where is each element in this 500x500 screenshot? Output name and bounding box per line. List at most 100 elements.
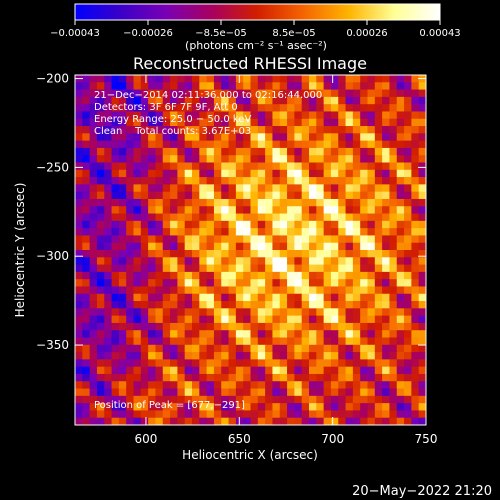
heatmap-cell [89, 140, 98, 149]
heatmap-cell [257, 111, 266, 120]
heatmap-cell [323, 250, 332, 258]
heatmap-cell [162, 308, 171, 317]
heatmap-cell [162, 410, 171, 419]
heatmap-cell [396, 373, 405, 382]
heatmap-cell [250, 286, 259, 295]
heatmap-cell [104, 410, 112, 419]
heatmap-cell [89, 250, 98, 258]
heatmap-cell [140, 337, 149, 346]
heatmap-cell [199, 133, 208, 142]
heatmap-cell [75, 104, 83, 112]
heatmap-cell [199, 169, 208, 178]
heatmap-cell [279, 147, 288, 156]
heatmap-cell [404, 198, 412, 207]
heatmap-cell [360, 96, 368, 105]
heatmap-cell [265, 293, 273, 302]
heatmap-cell [126, 359, 134, 368]
heatmap-cell [228, 315, 237, 324]
heatmap-cell [111, 337, 120, 346]
heatmap-cell [389, 366, 398, 375]
heatmap-cell [177, 381, 186, 389]
heatmap-cell [235, 206, 244, 214]
heatmap-cell [228, 198, 237, 207]
heatmap-cell [206, 279, 215, 287]
heatmap-cell [316, 308, 325, 317]
heatmap-cell [96, 344, 105, 353]
heatmap-cell [272, 75, 281, 83]
heatmap-cell [301, 271, 310, 280]
heatmap-cell [133, 133, 142, 142]
heatmap-cell [104, 169, 112, 178]
heatmap-cell [309, 82, 317, 90]
heatmap-cell [330, 271, 339, 280]
heatmap-cell [404, 271, 412, 280]
heatmap-cell [396, 417, 405, 425]
heatmap-cell [257, 388, 266, 397]
heatmap-cell [89, 352, 98, 360]
heatmap-cell [250, 177, 259, 185]
heatmap-cell [411, 330, 420, 338]
heatmap-cell [170, 228, 178, 236]
heatmap-cell [309, 301, 317, 309]
heatmap-cell [228, 191, 237, 200]
heatmap-cell [279, 250, 288, 258]
heatmap-cell [155, 344, 164, 353]
heatmap-cell [228, 242, 237, 251]
heatmap-cell [243, 315, 251, 324]
heatmap-cell [75, 177, 83, 185]
heatmap-cell [279, 213, 288, 222]
heatmap-cell [265, 89, 273, 98]
heatmap-cell [294, 191, 303, 200]
heatmap-cell [118, 352, 127, 360]
heatmap-cell [352, 191, 361, 200]
heatmap-cell [184, 126, 193, 134]
heatmap-cell [221, 250, 229, 258]
heatmap-cell [257, 301, 266, 309]
heatmap-cell [155, 228, 164, 236]
heatmap-cell [213, 337, 222, 346]
heatmap-cell [418, 140, 426, 149]
heatmap-cell [126, 140, 134, 149]
heatmap-cell [140, 381, 149, 389]
heatmap-cell [404, 301, 412, 309]
heatmap-cell [367, 286, 376, 295]
heatmap-cell [199, 147, 208, 156]
heatmap-cell [287, 250, 295, 258]
heatmap-cell [374, 213, 383, 222]
heatmap-cell [301, 410, 310, 419]
heatmap-cell [309, 286, 317, 295]
heatmap-cell [272, 344, 281, 353]
heatmap-cell [411, 286, 420, 295]
heatmap-cell [265, 366, 273, 375]
heatmap-cell [170, 366, 178, 375]
heatmap-cell [396, 169, 405, 178]
heatmap-cell [272, 359, 281, 368]
heatmap-cell [206, 155, 215, 163]
heatmap-cell [360, 220, 368, 229]
heatmap-cell [265, 147, 273, 156]
heatmap-cell [118, 184, 127, 193]
heatmap-cell [309, 388, 317, 397]
heatmap-cell [133, 169, 142, 178]
heatmap-cell [184, 228, 193, 236]
heatmap-cell [382, 184, 390, 193]
heatmap-cell [192, 381, 200, 389]
heatmap-cell [126, 104, 134, 112]
heatmap-cell [301, 75, 310, 83]
heatmap-cell [126, 162, 134, 171]
heatmap-cell [126, 417, 134, 425]
heatmap-cell [192, 198, 200, 207]
heatmap-cell [250, 126, 259, 134]
heatmap-cell [287, 359, 295, 368]
heatmap-cell [206, 89, 215, 98]
heatmap-cell [75, 308, 83, 317]
heatmap-cell [396, 177, 405, 185]
heatmap-cell [177, 75, 186, 83]
heatmap-cell [301, 322, 310, 331]
heatmap-cell [206, 366, 215, 375]
heatmap-cell [272, 271, 281, 280]
heatmap-cell [367, 213, 376, 222]
heatmap-cell [294, 118, 303, 127]
heatmap-cell [309, 381, 317, 389]
heatmap-cell [404, 213, 412, 222]
